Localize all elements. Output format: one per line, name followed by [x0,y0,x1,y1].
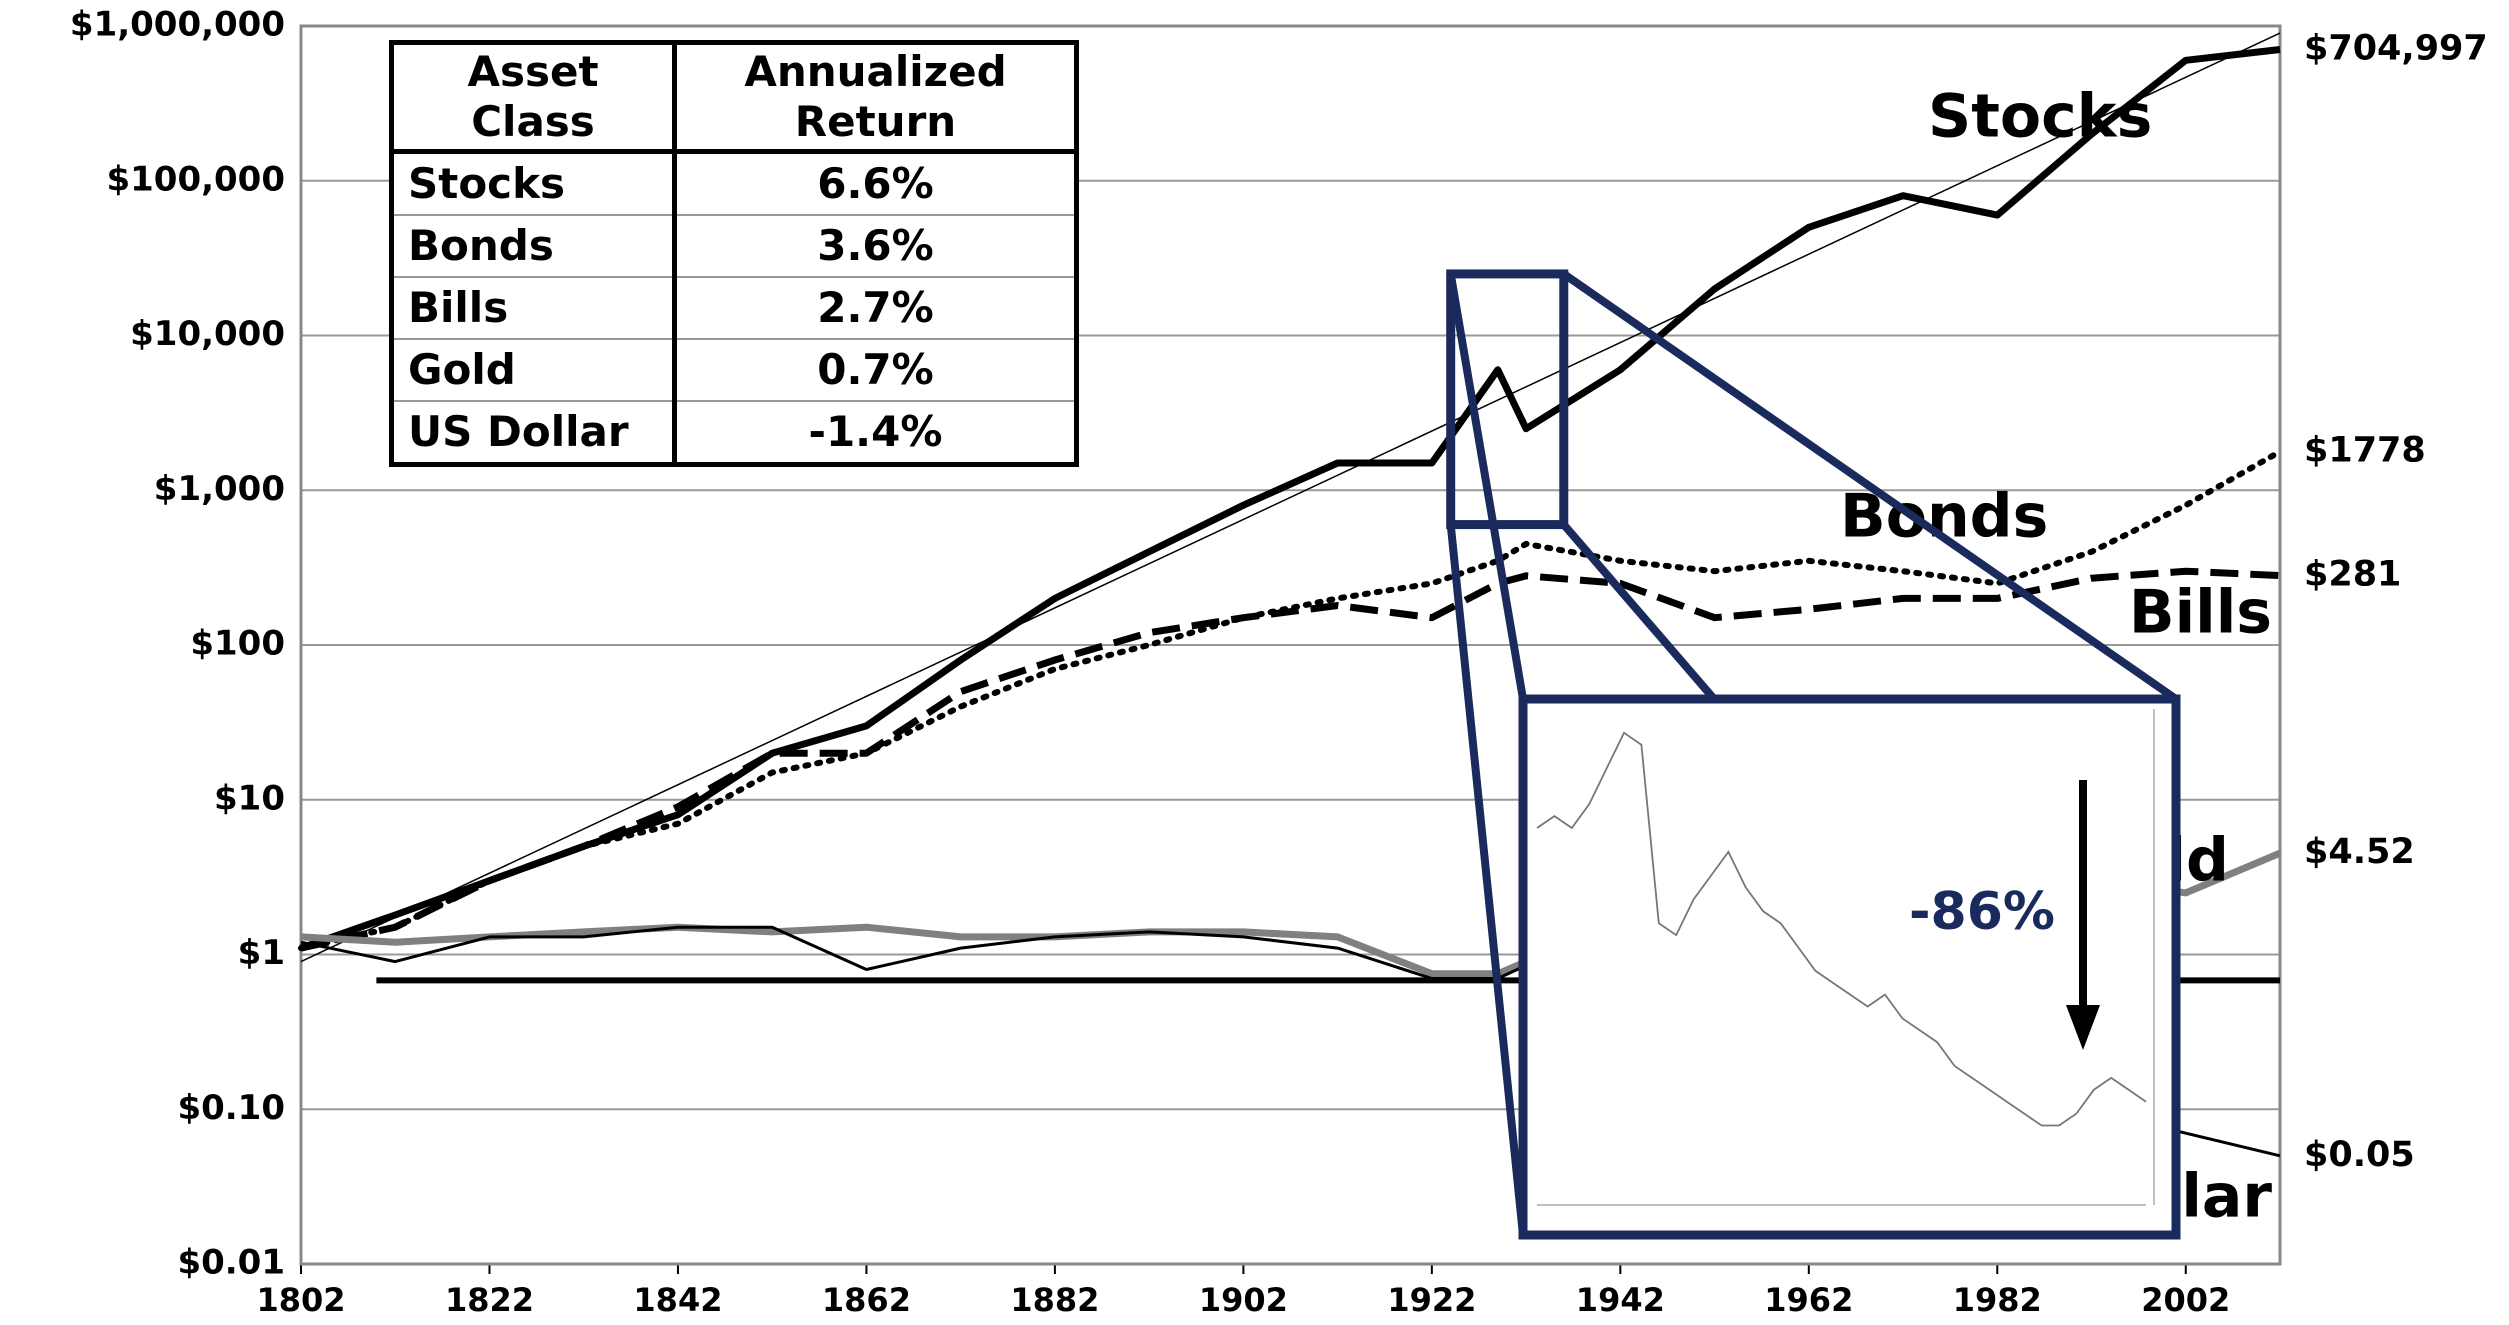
table-cell: 2.7% [672,276,1078,340]
y-tick-label: $100 [190,624,285,664]
table-cell: 6.6% [672,150,1078,216]
x-tick-label: 1822 [445,1281,534,1319]
y-tick-label: $1,000,000 [70,5,285,45]
x-tick-label: 2002 [2141,1281,2230,1319]
y-tick-label: $0.01 [177,1243,285,1283]
table-header: Asset Class Annualized Return [390,41,1078,154]
table-row: Gold 0.7% [390,338,1078,402]
table-cell: US Dollar [390,400,676,466]
y-tick-label: $100,000 [106,159,285,199]
table-row: Bonds 3.6% [390,214,1078,278]
x-tick-label: 1922 [1387,1281,1476,1319]
table-cell: Gold [390,338,676,402]
trend-line [300,32,2281,963]
end-label: $0.05 [2304,1135,2415,1175]
returns-table: Asset Class Annualized Return Stocks 6.6% Bo… [389,40,1079,467]
x-tick-label: 1842 [633,1281,722,1319]
zoom-box [1446,269,1569,530]
end-label: $1778 [2304,431,2426,471]
table-row: Bills 2.7% [390,276,1078,340]
table-cell: -1.4% [672,400,1078,466]
y-tick-label: $0.10 [177,1088,285,1128]
arrow-head [2066,1005,2100,1050]
inset-frame [1518,694,2181,1240]
zoom-connector [1446,270,2180,1238]
end-label: $4.52 [2304,832,2415,872]
x-tick-label: 1942 [1576,1281,1665,1319]
table-cell: 3.6% [672,214,1078,278]
plot-border [299,24,2282,1266]
y-tick-label: $10 [214,778,285,818]
table-row: Stocks 6.6% [390,150,1078,216]
x-tick-label: 1862 [822,1281,911,1319]
y-tick-label: $10,000 [130,314,285,354]
x-tick-label: 1902 [1199,1281,1288,1319]
end-label: $704,997 [2304,28,2488,68]
table-cell: Stocks [390,150,676,216]
series-line [300,567,2281,952]
column-header: Asset Class [390,41,676,154]
table-cell: Bonds [390,214,676,278]
annotation: -86% [1909,882,2055,942]
x-tick-label: 1882 [1010,1281,1099,1319]
table-cell: 0.7% [672,338,1078,402]
series-label: Bills [2129,578,2272,648]
series-line [299,46,2281,952]
end-label: $281 [2304,555,2401,595]
table-row: US Dollar -1.4% [390,400,1078,466]
x-tick-label: 1802 [256,1281,345,1319]
y-tick-label: $1,000 [154,469,285,509]
column-header: Annualized Return [672,41,1078,154]
series-label: Stocks [1928,82,2152,152]
y-tick-label: $1 [238,933,285,973]
table-cell: Bills [390,276,676,340]
x-tick-label: 1962 [1764,1281,1853,1319]
inset-line [1536,731,2147,1127]
x-tick-label: 1982 [1953,1281,2042,1319]
